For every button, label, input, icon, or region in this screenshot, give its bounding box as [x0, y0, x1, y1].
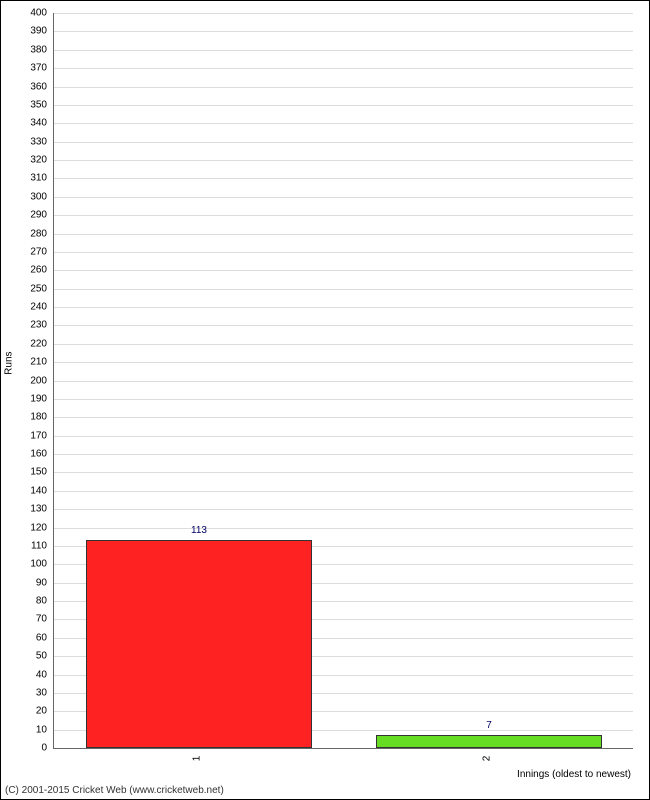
ytick-label: 340	[7, 118, 47, 129]
ytick-label: 200	[7, 375, 47, 386]
ytick-label: 10	[7, 724, 47, 735]
ytick-label: 120	[7, 522, 47, 533]
ytick-label: 380	[7, 44, 47, 55]
gridline	[54, 491, 633, 492]
gridline	[54, 289, 633, 290]
ytick-label: 250	[7, 283, 47, 294]
gridline	[54, 472, 633, 473]
gridline	[54, 142, 633, 143]
ytick-label: 230	[7, 320, 47, 331]
ytick-label: 190	[7, 393, 47, 404]
ytick-label: 300	[7, 191, 47, 202]
ytick-label: 170	[7, 430, 47, 441]
gridline	[54, 234, 633, 235]
xtick-label: 1	[191, 756, 202, 762]
ytick-label: 370	[7, 63, 47, 74]
gridline	[54, 454, 633, 455]
gridline	[54, 178, 633, 179]
gridline	[54, 197, 633, 198]
gridline	[54, 87, 633, 88]
gridline	[54, 344, 633, 345]
ytick-label: 20	[7, 706, 47, 717]
gridline	[54, 13, 633, 14]
xtick-label: 2	[481, 756, 492, 762]
copyright-text: (C) 2001-2015 Cricket Web (www.cricketwe…	[5, 785, 224, 796]
ytick-label: 30	[7, 687, 47, 698]
gridline	[54, 307, 633, 308]
ytick-label: 400	[7, 8, 47, 19]
gridline	[54, 105, 633, 106]
ytick-label: 240	[7, 302, 47, 313]
x-axis-label: Innings (oldest to newest)	[517, 769, 631, 780]
ytick-label: 260	[7, 265, 47, 276]
gridline	[54, 31, 633, 32]
plot-area: 113 7	[53, 13, 633, 749]
ytick-label: 90	[7, 577, 47, 588]
ytick-label: 110	[7, 540, 47, 551]
ytick-label: 320	[7, 155, 47, 166]
gridline	[54, 270, 633, 271]
chart-container: 1137 Runs Innings (oldest to newest) (C)…	[0, 0, 650, 800]
ytick-label: 50	[7, 651, 47, 662]
gridline	[54, 528, 633, 529]
ytick-label: 80	[7, 596, 47, 607]
bar	[86, 540, 312, 748]
gridline	[54, 68, 633, 69]
gridline	[54, 362, 633, 363]
ytick-label: 40	[7, 669, 47, 680]
ytick-label: 360	[7, 81, 47, 92]
gridline	[54, 399, 633, 400]
ytick-label: 330	[7, 136, 47, 147]
gridline	[54, 160, 633, 161]
ytick-label: 210	[7, 357, 47, 368]
bar-value-label: 113	[191, 525, 207, 536]
gridline	[54, 325, 633, 326]
ytick-label: 160	[7, 449, 47, 460]
ytick-label: 390	[7, 26, 47, 37]
ytick-label: 270	[7, 246, 47, 257]
bar-value-label: 7	[486, 720, 492, 731]
gridline	[54, 215, 633, 216]
ytick-label: 290	[7, 210, 47, 221]
ytick-label: 310	[7, 173, 47, 184]
gridline	[54, 50, 633, 51]
gridline	[54, 252, 633, 253]
ytick-label: 180	[7, 412, 47, 423]
gridline	[54, 123, 633, 124]
ytick-label: 70	[7, 614, 47, 625]
ytick-label: 280	[7, 228, 47, 239]
ytick-label: 0	[7, 743, 47, 754]
gridline	[54, 509, 633, 510]
gridline	[54, 417, 633, 418]
ytick-label: 350	[7, 99, 47, 110]
ytick-label: 60	[7, 632, 47, 643]
ytick-label: 220	[7, 338, 47, 349]
ytick-label: 130	[7, 504, 47, 515]
bar	[376, 735, 602, 748]
ytick-label: 100	[7, 559, 47, 570]
gridline	[54, 381, 633, 382]
ytick-label: 150	[7, 467, 47, 478]
ytick-label: 140	[7, 485, 47, 496]
gridline	[54, 436, 633, 437]
